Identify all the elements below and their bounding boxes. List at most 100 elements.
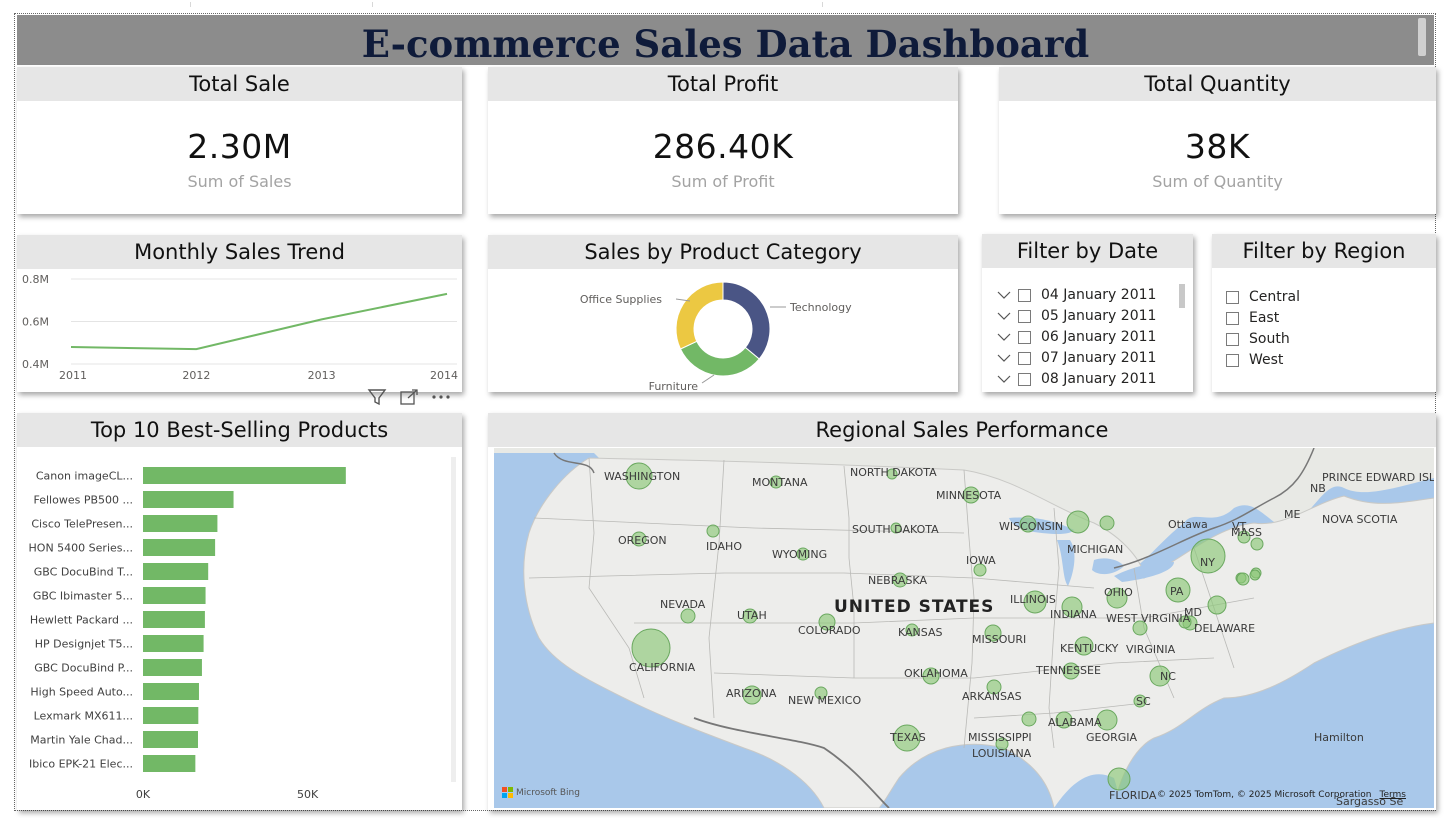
map-bubble[interactable] [1021, 711, 1037, 727]
map-bubble[interactable] [1236, 572, 1250, 586]
top-products-card[interactable]: Top 10 Best-Selling Products Canon image… [17, 413, 462, 810]
map-bubble[interactable] [769, 475, 783, 489]
checkbox[interactable] [1226, 311, 1239, 325]
map-bubble[interactable] [1165, 577, 1191, 603]
map-bubble[interactable] [1149, 665, 1171, 687]
donut-slice[interactable] [722, 281, 771, 360]
map-bubble[interactable] [1061, 596, 1083, 618]
map-bubble[interactable] [680, 608, 696, 624]
chevron-down-icon[interactable] [996, 309, 1012, 323]
more-options-icon[interactable] [430, 387, 452, 407]
slicer-scrollbar[interactable] [1179, 284, 1185, 308]
chevron-down-icon[interactable] [996, 351, 1012, 365]
map-bubble[interactable] [631, 628, 671, 668]
map-bubble[interactable] [1250, 537, 1264, 551]
map-bubble[interactable] [962, 486, 980, 504]
map-bubble[interactable] [973, 563, 987, 577]
bar[interactable] [143, 515, 218, 532]
checkbox[interactable] [1226, 332, 1239, 346]
map-bubble[interactable] [1106, 587, 1128, 609]
line-chart[interactable]: 0.8M 0.6M 0.4M 2011 2012 2013 2014 [17, 269, 462, 392]
map-bubble[interactable] [742, 608, 758, 624]
focus-mode-icon[interactable] [398, 387, 420, 407]
map-bubble[interactable] [984, 624, 1002, 642]
monthly-sales-trend-card[interactable]: Monthly Sales Trend 0.8M 0.6M 0.4M 2011 2012… [17, 235, 462, 392]
map-bubble[interactable] [631, 531, 647, 547]
map-bubble[interactable] [1074, 636, 1094, 656]
map-bubble[interactable] [893, 724, 921, 752]
checkbox[interactable] [1226, 353, 1239, 367]
map-bubble[interactable] [1066, 510, 1090, 534]
bar[interactable] [143, 563, 209, 580]
bar[interactable] [143, 731, 198, 748]
checkbox[interactable] [1018, 372, 1031, 386]
map[interactable]: WASHINGTON MONTANA NORTH DAKOTA MINNESOTA OR… [494, 448, 1434, 808]
filter-icon[interactable] [366, 387, 388, 407]
checkbox[interactable] [1018, 309, 1031, 323]
donut-chart[interactable]: Technology Furniture Office Supplies [488, 269, 958, 392]
map-bubble[interactable] [1133, 694, 1147, 708]
kpi-card-total-sale[interactable]: Total Sale 2.30M Sum of Sales [17, 67, 462, 214]
region-slicer-item-central[interactable]: Central [1226, 287, 1300, 307]
checkbox[interactable] [1018, 330, 1031, 344]
map-bubble[interactable] [995, 737, 1009, 751]
donut-slice[interactable] [675, 281, 724, 350]
map-bubble[interactable] [706, 524, 720, 538]
map-bubble[interactable] [1019, 515, 1037, 533]
map-bubble[interactable] [890, 522, 902, 534]
map-bubble[interactable] [625, 462, 653, 490]
bar-chart[interactable]: Canon imageCL... Fellowes PB500 ... Cisco … [17, 447, 462, 810]
checkbox[interactable] [1226, 290, 1239, 304]
date-slicer-item[interactable]: 05 January 2011 [996, 306, 1156, 326]
map-bubble[interactable] [1249, 569, 1261, 581]
bar[interactable] [143, 659, 202, 676]
checkbox[interactable] [1018, 288, 1031, 302]
kpi-card-total-quantity[interactable]: Total Quantity 38K Sum of Quantity [999, 67, 1436, 214]
bar[interactable] [143, 635, 204, 652]
map-bubble[interactable] [1190, 538, 1226, 574]
map-canvas[interactable]: WASHINGTON MONTANA NORTH DAKOTA MINNESOTA OR… [494, 448, 1434, 808]
map-bubble[interactable] [886, 468, 898, 480]
date-slicer-item[interactable]: 04 January 2011 [996, 285, 1156, 305]
map-bubble[interactable] [1237, 530, 1251, 544]
bar[interactable] [143, 587, 206, 604]
chevron-down-icon[interactable] [996, 288, 1012, 302]
map-bubble[interactable] [1055, 711, 1073, 729]
map-bubble[interactable] [796, 547, 810, 561]
kpi-card-total-profit[interactable]: Total Profit 286.40K Sum of Profit [488, 67, 958, 214]
chevron-down-icon[interactable] [996, 372, 1012, 386]
map-bubble[interactable] [892, 572, 908, 588]
terms-link[interactable]: Terms [1379, 790, 1406, 800]
region-slicer-item-south[interactable]: South [1226, 329, 1290, 349]
map-bubble[interactable] [818, 613, 836, 631]
map-bubble[interactable] [905, 623, 919, 637]
date-slicer-item[interactable]: 08 January 2011 [996, 369, 1156, 389]
chevron-down-icon[interactable] [996, 330, 1012, 344]
bar[interactable] [143, 755, 196, 772]
bar[interactable] [143, 683, 199, 700]
map-bubble[interactable] [1207, 595, 1227, 615]
region-slicer-item-west[interactable]: West [1226, 350, 1283, 370]
bar[interactable] [143, 491, 234, 508]
bar[interactable] [143, 611, 205, 628]
map-bubble[interactable] [1099, 515, 1115, 531]
bar[interactable] [143, 539, 216, 556]
region-slicer-item-east[interactable]: East [1226, 308, 1279, 328]
map-bubble[interactable] [814, 686, 828, 700]
map-bubble[interactable] [742, 685, 762, 705]
map-bubble[interactable] [1096, 709, 1118, 731]
bar[interactable] [143, 467, 346, 484]
date-slicer-item[interactable]: 06 January 2011 [996, 327, 1156, 347]
map-bubble[interactable] [1023, 590, 1047, 614]
series-line[interactable] [70, 292, 448, 351]
region-slicer[interactable]: Filter by Region Central East South West [1212, 234, 1436, 392]
map-bubble[interactable] [1062, 662, 1080, 680]
checkbox[interactable] [1018, 351, 1031, 365]
map-bubble[interactable] [1178, 615, 1192, 629]
regional-map-card[interactable]: Regional Sales Performance [488, 413, 1436, 810]
map-bubble[interactable] [986, 679, 1002, 695]
scrollbar[interactable] [1418, 18, 1426, 56]
bar[interactable] [143, 707, 199, 724]
map-bubble[interactable] [1132, 620, 1148, 636]
date-slicer[interactable]: Filter by Date 04 January 2011 05 January… [982, 234, 1193, 392]
